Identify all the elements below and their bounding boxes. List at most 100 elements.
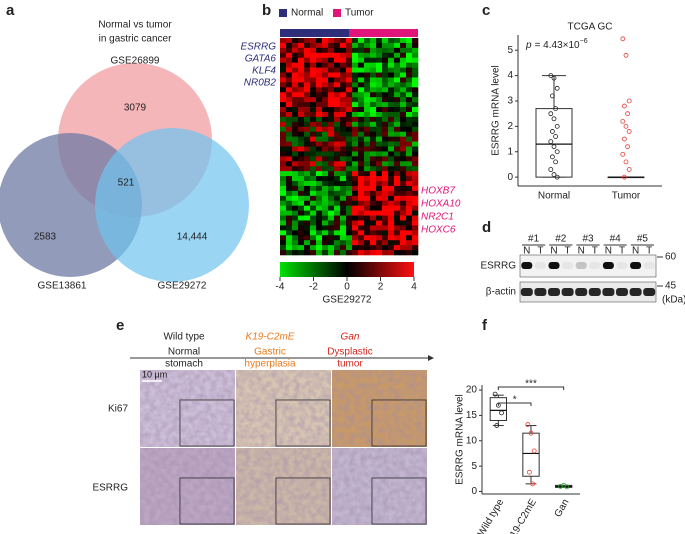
heatmap-cell	[298, 82, 305, 88]
heatmap-cell	[370, 176, 377, 182]
heatmap-cell	[310, 210, 317, 216]
heatmap-cell	[346, 195, 353, 202]
heatmap-cell	[394, 156, 401, 162]
band	[616, 262, 628, 269]
heatmap-cell	[316, 82, 323, 88]
heatmap-cell	[388, 151, 395, 157]
heatmap-cell	[286, 116, 293, 123]
heatmap-cell	[364, 136, 371, 142]
heatmap-cell	[406, 121, 413, 128]
row-label: β-actin	[486, 287, 516, 298]
heatmap-cell	[340, 92, 347, 98]
heatmap-cell	[370, 141, 377, 147]
heatmap-cell	[370, 38, 377, 44]
stage: Normal	[168, 347, 200, 358]
heatmap-cell	[292, 87, 299, 93]
heatmap-cell	[286, 87, 293, 93]
heatmap-cell	[376, 38, 383, 44]
heatmap-cell	[346, 136, 353, 142]
heatmap-cell	[394, 245, 401, 251]
heatmap-cell	[352, 215, 359, 221]
heatmap-cell	[394, 92, 401, 98]
heatmap-cell	[352, 205, 359, 211]
stage: Gastric	[254, 347, 286, 358]
heatmap-cell	[340, 67, 347, 73]
heatmap-cell	[334, 57, 341, 63]
heatmap-cell	[376, 62, 383, 68]
heatmap-cell	[340, 77, 347, 83]
heatmap-cell	[406, 146, 413, 152]
heatmap-cell	[352, 240, 359, 246]
heatmap-cell	[316, 240, 323, 246]
heatmap-cell	[286, 200, 293, 206]
heatmap-cell	[370, 97, 377, 103]
heatmap-cell	[334, 210, 341, 216]
arrow-head	[428, 355, 434, 361]
heatmap-cell	[298, 111, 305, 118]
heatmap-cell	[304, 146, 311, 152]
data-point	[626, 98, 632, 104]
heatmap-cell	[352, 220, 359, 226]
heatmap-cell	[370, 171, 377, 177]
heatmap-cell	[280, 102, 287, 108]
heatmap-cell	[286, 107, 293, 113]
heatmap-cell	[286, 176, 293, 182]
heatmap-cell	[304, 52, 311, 59]
y-tick-label: 5	[507, 45, 513, 56]
heatmap-cell	[382, 181, 389, 187]
heatmap-cell	[358, 102, 365, 108]
heatmap-cell	[292, 185, 299, 192]
heatmap-cell	[340, 225, 347, 231]
heatmap-cell	[322, 47, 329, 54]
heatmap-cell	[358, 67, 365, 73]
group-bar	[280, 29, 349, 37]
heatmap-cell	[358, 195, 365, 202]
heatmap-cell	[346, 225, 353, 231]
heatmap-cell	[304, 126, 311, 133]
heatmap-cell	[346, 220, 353, 226]
heatmap-cell	[340, 210, 347, 216]
heatmap-cell	[376, 47, 383, 54]
heatmap-cell	[310, 102, 317, 108]
heatmap-cell	[376, 97, 383, 103]
heatmap-cell	[292, 210, 299, 216]
y-tick-label: 20	[466, 385, 478, 396]
heatmap-cell	[400, 72, 407, 78]
gene-label: HOXC6	[421, 225, 456, 236]
chart-title: TCGA GC	[567, 22, 612, 33]
x-tick-label: Normal	[538, 191, 570, 202]
heatmap-cell	[340, 240, 347, 246]
heatmap-cell	[292, 116, 299, 123]
heatmap-cell	[328, 126, 335, 133]
heatmap-cell	[364, 47, 371, 54]
heatmap-cell	[370, 215, 377, 221]
heatmap-cell	[376, 200, 383, 206]
heatmap-cell	[394, 102, 401, 108]
heatmap-cell	[280, 146, 287, 152]
heatmap-cell	[388, 225, 395, 231]
heatmap-cell	[292, 136, 299, 142]
y-axis-label: ESRRG mRNA level	[491, 65, 502, 156]
heatmap-cell	[370, 235, 377, 241]
heatmap-cell	[406, 77, 413, 83]
heatmap-cell	[412, 57, 419, 63]
heatmap-cell	[334, 161, 341, 167]
heatmap-cell	[358, 97, 365, 103]
heatmap-cell	[346, 235, 353, 241]
heatmap-cell	[280, 220, 287, 226]
heatmap-cell	[316, 151, 323, 157]
heatmap-cell	[388, 126, 395, 133]
heatmap-cell	[388, 116, 395, 123]
heatmap-cell	[310, 126, 317, 133]
heatmap-cell	[316, 190, 323, 197]
stage: Dysplastic	[327, 347, 373, 358]
data-point	[564, 484, 570, 490]
heatmap-cell	[412, 116, 419, 123]
data-point	[494, 423, 500, 428]
heatmap-cell	[310, 185, 317, 192]
heatmap-cell	[304, 97, 311, 103]
heatmap-cell	[406, 57, 413, 63]
heatmap-cell	[370, 82, 377, 88]
heatmap-cell	[400, 131, 407, 137]
data-point	[553, 134, 558, 139]
